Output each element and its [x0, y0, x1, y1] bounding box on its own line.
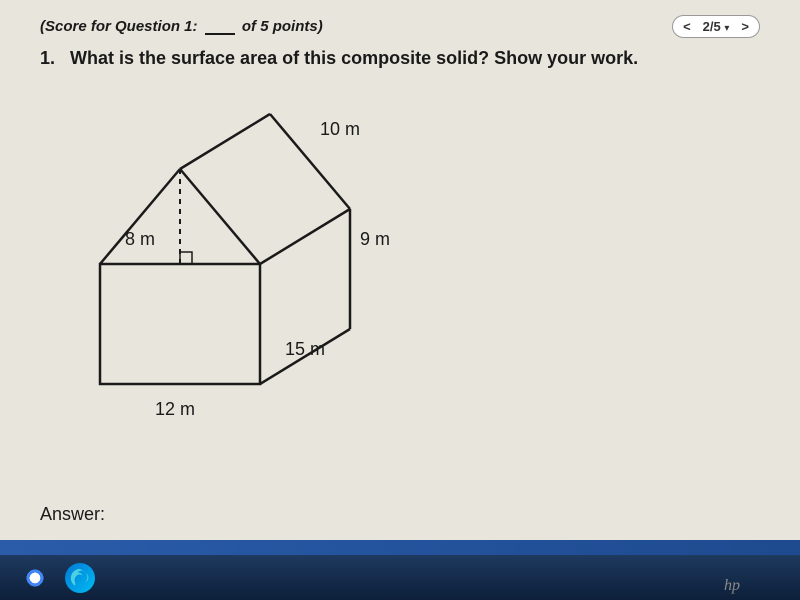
nav-page-text: 2/5	[703, 19, 721, 34]
score-blank	[205, 33, 235, 35]
blue-accent-bar	[0, 540, 800, 555]
label-base-width: 12 m	[155, 399, 195, 420]
taskbar: hp	[0, 555, 800, 600]
label-depth: 15 m	[285, 339, 325, 360]
dropdown-icon: ▾	[724, 23, 729, 34]
question-number: 1.	[40, 48, 65, 69]
question-text: What is the surface area of this composi…	[70, 48, 638, 68]
answer-label: Answer:	[40, 504, 105, 525]
chrome-ring-icon	[20, 563, 50, 593]
nav-prev-button[interactable]: <	[683, 19, 691, 34]
page-nav: < 2/5 ▾ >	[672, 15, 760, 38]
header-row: (Score for Question 1: of 5 points) < 2/…	[40, 15, 760, 38]
diagram-container: 10 m 8 m 9 m 15 m 12 m	[70, 89, 450, 429]
label-roof-right: 10 m	[320, 119, 360, 140]
edge-svg-icon	[69, 567, 91, 589]
content-area: (Score for Question 1: of 5 points) < 2/…	[0, 0, 800, 540]
score-suffix: of 5 points)	[242, 18, 323, 35]
score-prefix: (Score for Question 1:	[40, 18, 198, 35]
nav-page-indicator[interactable]: 2/5 ▾	[703, 19, 730, 34]
label-right-edge: 9 m	[360, 229, 390, 250]
score-text: (Score for Question 1: of 5 points)	[40, 18, 323, 35]
nav-next-button[interactable]: >	[741, 19, 749, 34]
chrome-icon[interactable]	[20, 563, 50, 593]
hp-logo: hp	[724, 577, 740, 595]
composite-solid-diagram	[70, 89, 450, 429]
label-triangle-side: 8 m	[125, 229, 155, 250]
edge-icon[interactable]	[65, 563, 95, 593]
question-row: 1. What is the surface area of this comp…	[40, 48, 760, 69]
